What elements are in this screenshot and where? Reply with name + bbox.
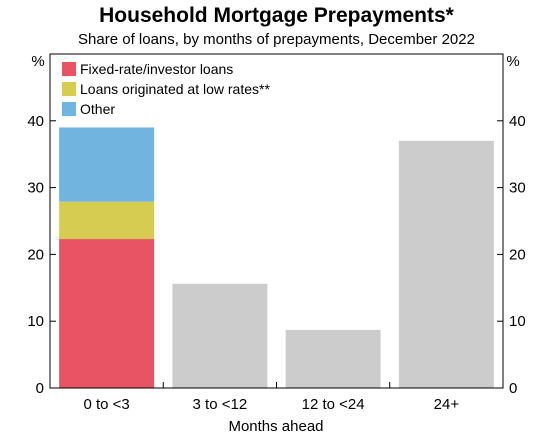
legend-label-loans-originated-at-low-rates: Loans originated at low rates** xyxy=(80,81,270,97)
y-tick-label-right-40: 40 xyxy=(509,113,526,130)
y-tick-label-right-0: 0 xyxy=(509,380,517,397)
y-tick-label-right-30: 30 xyxy=(509,180,526,197)
legend-label-other: Other xyxy=(80,101,115,117)
x-axis-label: Months ahead xyxy=(228,418,323,435)
legend-swatch-other xyxy=(62,102,76,116)
bar-0-to-3-loans-originated-at-low-rates xyxy=(59,201,155,240)
bars-layer xyxy=(59,127,494,388)
chart-subtitle: Share of loans, by months of prepayments… xyxy=(78,31,475,48)
x-tick-label-12-to-24: 12 to <24 xyxy=(302,396,365,413)
bar-3-to-12 xyxy=(172,283,268,388)
bar-12-to-24 xyxy=(285,329,381,388)
y-tick-label-left-20: 20 xyxy=(27,246,44,263)
y-tick-label-right-20: 20 xyxy=(509,246,526,263)
y-tick-label-left-40: 40 xyxy=(27,113,44,130)
bar-0-to-3-fixed-rate-investor-loans xyxy=(59,239,155,388)
y-tick-label-left-10: 10 xyxy=(27,313,44,330)
legend-swatch-fixed-rate-investor-loans xyxy=(62,62,76,76)
bar-0-to-3-other xyxy=(59,127,155,202)
y-tick-label-left-0: 0 xyxy=(36,380,44,397)
bar-24 xyxy=(398,140,494,388)
y-tick-label-right-10: 10 xyxy=(509,313,526,330)
x-tick-label-3-to-12: 3 to <12 xyxy=(193,396,248,413)
legend-label-fixed-rate-investor-loans: Fixed-rate/investor loans xyxy=(80,61,233,77)
x-tick-label-0-to-3: 0 to <3 xyxy=(83,396,129,413)
y-axis-unit-left: % xyxy=(31,53,44,70)
ticks-layer: 0 0 10 10 20 20 30 30 40 40 0 to <3 3 to <12 12 to <… xyxy=(27,113,525,413)
legend: Fixed-rate/investor loans Loans originate… xyxy=(62,61,270,117)
y-axis-unit-right: % xyxy=(506,53,519,70)
legend-swatch-loans-originated-at-low-rates xyxy=(62,82,76,96)
y-tick-label-left-30: 30 xyxy=(27,180,44,197)
chart-title: Household Mortgage Prepayments* xyxy=(99,4,454,27)
x-tick-label-24: 24+ xyxy=(434,396,460,413)
